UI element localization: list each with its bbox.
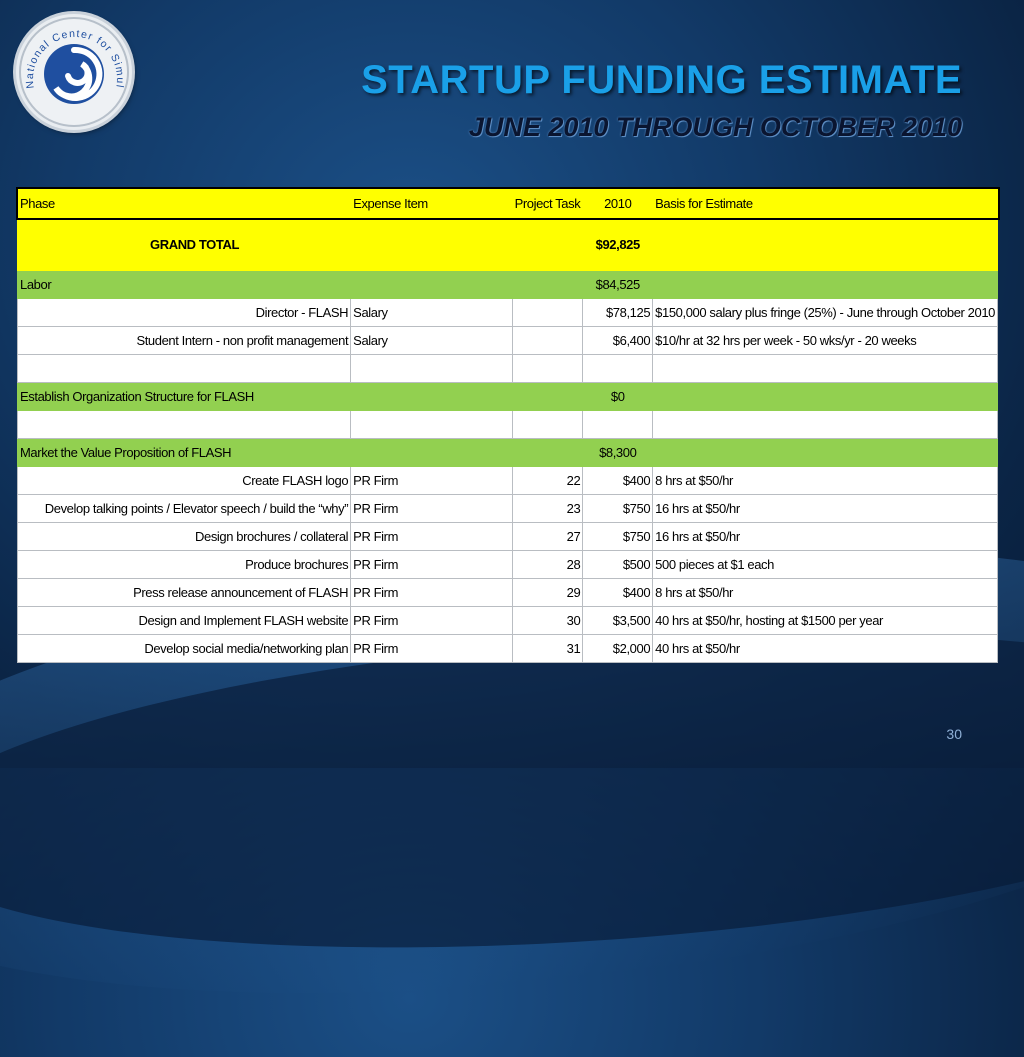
row-expense-item: PR Firm bbox=[350, 494, 513, 523]
row-expense-item: PR Firm bbox=[350, 522, 513, 551]
row-expense-item: Salary bbox=[350, 326, 513, 355]
section-label: Market the Value Proposition of FLASH bbox=[16, 438, 584, 467]
grand-total-amount: $92,825 bbox=[582, 217, 654, 271]
row-task bbox=[511, 298, 584, 327]
row-phase: Create FLASH logo bbox=[16, 466, 352, 495]
grand-total-label: GRAND TOTAL bbox=[16, 217, 584, 271]
row-expense-item: Salary bbox=[350, 298, 513, 327]
row-amount: $400 bbox=[582, 466, 654, 495]
slide-title: STARTUP FUNDING ESTIMATE bbox=[361, 58, 962, 102]
row-amount: $750 bbox=[582, 522, 654, 551]
row-task: 28 bbox=[511, 550, 584, 579]
table-row: Design and Implement FLASH website PR Fi… bbox=[16, 606, 998, 635]
section-row-labor: Labor $84,525 bbox=[16, 270, 998, 299]
row-expense-item: PR Firm bbox=[350, 578, 513, 607]
table-row: Produce brochures PR Firm 28 $500 500 pi… bbox=[16, 550, 998, 579]
row-basis: $150,000 salary plus fringe (25%) - June… bbox=[652, 298, 998, 327]
row-basis: 8 hrs at $50/hr bbox=[652, 466, 998, 495]
row-amount: $500 bbox=[582, 550, 654, 579]
row-basis: $10/hr at 32 hrs per week - 50 wks/yr - … bbox=[652, 326, 998, 355]
header-project-task: Project Task bbox=[511, 188, 584, 218]
row-task: 31 bbox=[511, 634, 584, 663]
row-phase: Design and Implement FLASH website bbox=[16, 606, 352, 635]
row-phase: Press release announcement of FLASH bbox=[16, 578, 352, 607]
table-row: Director - FLASH Salary $78,125 $150,000… bbox=[16, 298, 998, 327]
row-phase: Produce brochures bbox=[16, 550, 352, 579]
row-amount: $400 bbox=[582, 578, 654, 607]
table-row: Create FLASH logo PR Firm 22 $400 8 hrs … bbox=[16, 466, 998, 495]
section-amount: $8,300 bbox=[582, 438, 654, 467]
row-expense-item: PR Firm bbox=[350, 634, 513, 663]
section-label: Labor bbox=[16, 270, 584, 299]
row-phase: Develop social media/networking plan bbox=[16, 634, 352, 663]
slide-subtitle: JUNE 2010 THROUGH OCTOBER 2010 bbox=[468, 112, 962, 142]
row-amount: $3,500 bbox=[582, 606, 654, 635]
section-row-establish: Establish Organization Structure for FLA… bbox=[16, 382, 998, 411]
row-amount: $2,000 bbox=[582, 634, 654, 663]
row-expense-item: PR Firm bbox=[350, 550, 513, 579]
row-task: 29 bbox=[511, 578, 584, 607]
header-phase: Phase bbox=[16, 188, 352, 218]
table-row: Develop social media/networking plan PR … bbox=[16, 634, 998, 663]
row-amount: $6,400 bbox=[582, 326, 654, 355]
row-basis: 8 hrs at $50/hr bbox=[652, 578, 998, 607]
funding-estimate-table: Phase Expense Item Project Task 2010 Bas… bbox=[15, 186, 1000, 663]
header-basis: Basis for Estimate bbox=[652, 188, 998, 218]
row-amount: $78,125 bbox=[582, 298, 654, 327]
section-label: Establish Organization Structure for FLA… bbox=[16, 382, 584, 411]
row-task: 23 bbox=[511, 494, 584, 523]
row-phase: Develop talking points / Elevator speech… bbox=[16, 494, 352, 523]
table-row: Develop talking points / Elevator speech… bbox=[16, 494, 998, 523]
row-task: 22 bbox=[511, 466, 584, 495]
empty-row bbox=[16, 410, 998, 439]
page-number: 30 bbox=[946, 726, 962, 742]
grand-total-row: GRAND TOTAL $92,825 bbox=[16, 217, 998, 271]
section-amount: $84,525 bbox=[582, 270, 654, 299]
header-expense-item: Expense Item bbox=[350, 188, 513, 218]
row-basis: 500 pieces at $1 each bbox=[652, 550, 998, 579]
header-year: 2010 bbox=[582, 188, 654, 218]
empty-row bbox=[16, 354, 998, 383]
table-row: Student Intern - non profit management S… bbox=[16, 326, 998, 355]
table-row: Press release announcement of FLASH PR F… bbox=[16, 578, 998, 607]
row-task: 27 bbox=[511, 522, 584, 551]
table-header-row: Phase Expense Item Project Task 2010 Bas… bbox=[15, 186, 1000, 220]
row-expense-item: PR Firm bbox=[350, 466, 513, 495]
row-phase: Director - FLASH bbox=[16, 298, 352, 327]
row-basis: 40 hrs at $50/hr bbox=[652, 634, 998, 663]
row-task: 30 bbox=[511, 606, 584, 635]
row-basis: 16 hrs at $50/hr bbox=[652, 494, 998, 523]
row-amount: $750 bbox=[582, 494, 654, 523]
table-row: Design brochures / collateral PR Firm 27… bbox=[16, 522, 998, 551]
row-task bbox=[511, 326, 584, 355]
section-row-market: Market the Value Proposition of FLASH $8… bbox=[16, 438, 998, 467]
national-center-for-simulation-logo: National Center for Simulation bbox=[16, 14, 132, 130]
row-basis: 40 hrs at $50/hr, hosting at $1500 per y… bbox=[652, 606, 998, 635]
row-basis: 16 hrs at $50/hr bbox=[652, 522, 998, 551]
section-amount: $0 bbox=[582, 382, 654, 411]
row-phase: Student Intern - non profit management bbox=[16, 326, 352, 355]
row-phase: Design brochures / collateral bbox=[16, 522, 352, 551]
row-expense-item: PR Firm bbox=[350, 606, 513, 635]
